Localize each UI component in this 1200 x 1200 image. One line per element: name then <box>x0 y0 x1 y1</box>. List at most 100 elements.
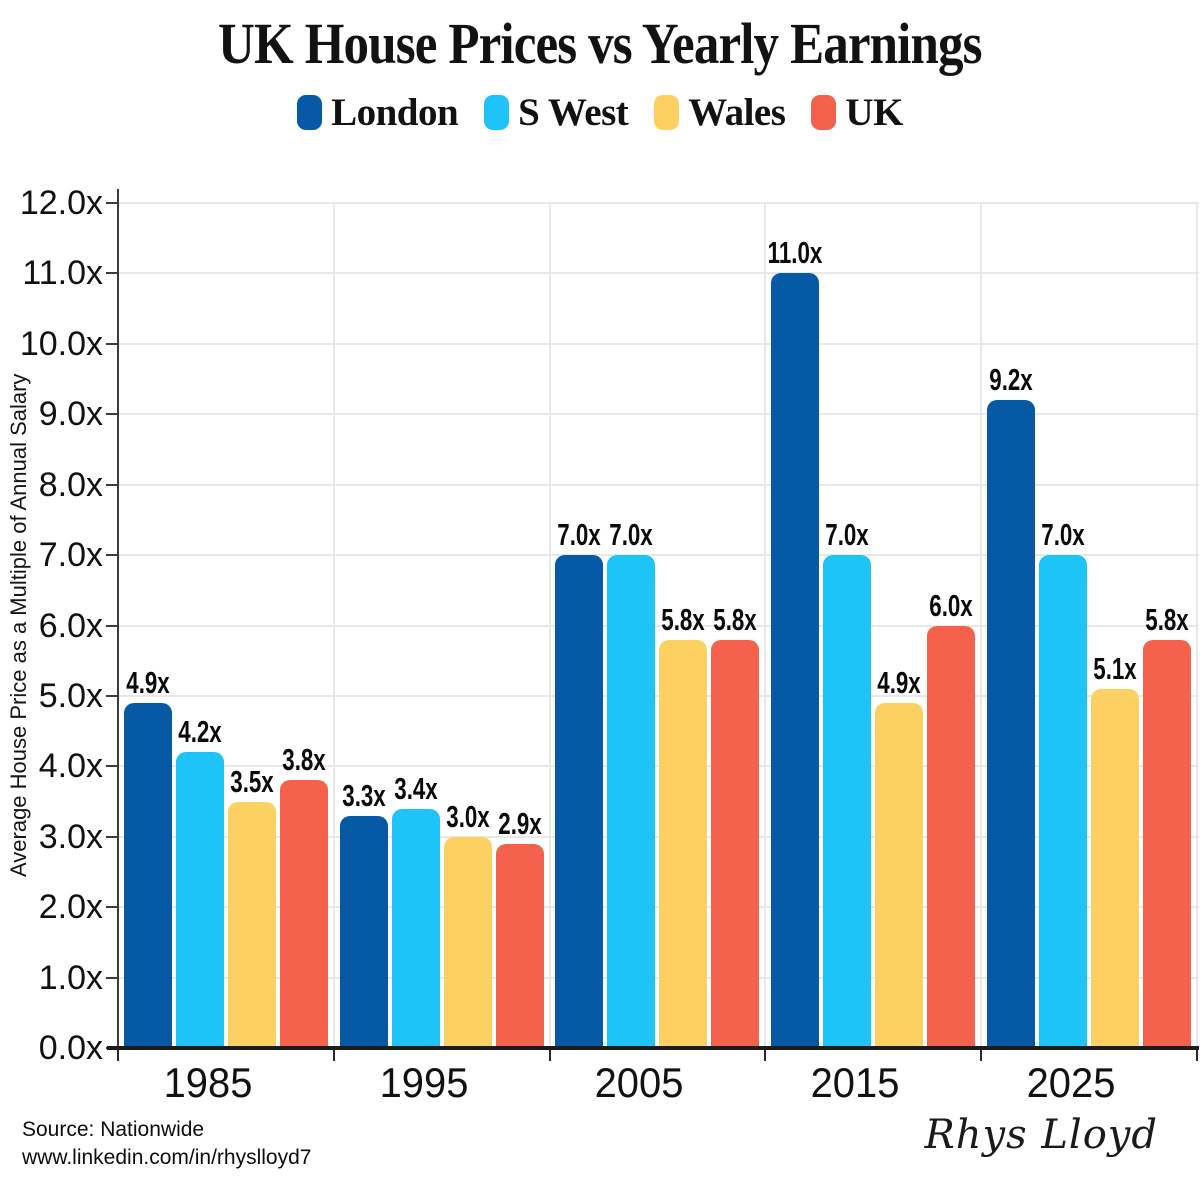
gridline-vertical <box>332 203 335 1048</box>
bar-wales: 4.9x <box>875 667 924 1048</box>
bar-wales: 5.8x <box>659 604 708 1048</box>
bar-value-label: 4.9x <box>877 664 922 700</box>
legend-item-uk: UK <box>811 90 903 135</box>
x-axis-tick <box>117 1048 119 1061</box>
gridline-horizontal <box>118 413 1199 416</box>
legend: London S West Wales UK <box>0 88 1200 136</box>
gridline-horizontal <box>118 554 1199 557</box>
source-link: www.linkedin.com/in/rhyslloyd7 <box>22 1145 312 1169</box>
legend-swatch <box>297 94 323 130</box>
y-axis-tick-label: 0.0x <box>38 1029 103 1067</box>
legend-item-s-west: S West <box>484 90 629 135</box>
bar-cluster: 11.0x 7.0x 4.9x 6.0x <box>765 203 981 1048</box>
x-axis-tick <box>1196 1048 1198 1061</box>
bar-value-label: 9.2x <box>989 362 1033 398</box>
bar-s-west: 7.0x <box>823 519 872 1048</box>
y-axis-tick-label: 6.0x <box>38 606 103 645</box>
y-axis-tick <box>106 413 118 416</box>
legend-swatch <box>484 94 510 130</box>
y-axis-tick-label: 12.0x <box>19 184 103 222</box>
bar-s-west: 7.0x <box>1039 519 1088 1048</box>
source-line: Source: Nationwide <box>22 1118 205 1141</box>
legend-label: Wales <box>688 90 786 134</box>
bar-wales: 3.0x <box>443 801 492 1048</box>
bar-value-label: 3.0x <box>445 798 490 834</box>
bar-uk: 3.8x <box>279 744 328 1048</box>
x-axis-line <box>107 1046 1199 1050</box>
bar-s-west: 7.0x <box>607 519 656 1048</box>
bar-uk: 6.0x <box>927 590 976 1048</box>
bar-wales: 3.5x <box>227 766 276 1048</box>
bar-value-label: 4.2x <box>178 714 222 750</box>
legend-label: London <box>331 90 459 134</box>
y-axis-tick-label: 8.0x <box>38 465 103 504</box>
bar-uk: 5.8x <box>1143 604 1192 1048</box>
bar-uk: 2.9x <box>495 808 544 1048</box>
bar-cluster: 9.2x 7.0x 5.1x 5.8x <box>981 203 1197 1048</box>
y-axis-tick <box>106 976 118 979</box>
bar-group: 7.0x 7.0x 5.8x 5.8x 2005 <box>550 203 766 1104</box>
author-signature: Rhys Lloyd <box>924 1112 1158 1158</box>
bar-value-label: 5.1x <box>1093 650 1137 686</box>
bar-group: 3.3x 3.4x 3.0x 2.9x 1995 <box>334 203 550 1104</box>
x-axis-category-label: 1985 <box>163 1059 253 1106</box>
y-axis-tick <box>106 765 118 768</box>
x-axis-tick <box>980 1048 983 1061</box>
bar-value-label: 3.3x <box>341 777 386 813</box>
bar-value-label: 3.5x <box>230 763 274 799</box>
legend-item-wales: Wales <box>654 90 786 135</box>
bar-london: 9.2x <box>987 364 1036 1048</box>
gridline-vertical <box>548 203 551 1048</box>
bar-group: 11.0x 7.0x 4.9x 6.0x 2015 <box>765 203 981 1104</box>
bar-london: 3.3x <box>339 780 388 1048</box>
x-axis-category-label: 2015 <box>810 1059 900 1106</box>
x-axis-category-label: 2005 <box>595 1059 684 1106</box>
bar-cluster: 3.3x 3.4x 3.0x 2.9x <box>334 203 550 1048</box>
gridline-horizontal <box>118 202 1199 204</box>
y-axis-spine <box>117 189 119 1058</box>
gridline-vertical <box>980 203 983 1048</box>
y-axis-tick <box>106 272 118 275</box>
y-axis-tick <box>106 202 118 204</box>
bar-value-label: 5.8x <box>1145 601 1189 637</box>
bar-value-label: 11.0x <box>767 235 823 271</box>
legend-swatch <box>811 94 837 130</box>
gridline-horizontal <box>118 694 1199 697</box>
y-axis-tick-label: 5.0x <box>38 676 103 715</box>
chart-title-row: UK House Prices vs Yearly Earnings <box>0 10 1200 77</box>
bar-value-label: 7.0x <box>557 517 602 553</box>
y-axis-tick <box>106 342 118 345</box>
y-axis-tick-label: 10.0x <box>19 324 103 363</box>
bar-s-west: 4.2x <box>175 716 224 1048</box>
gridline-horizontal <box>118 624 1199 627</box>
bar-value-label: 3.4x <box>393 770 438 806</box>
bar-group: 9.2x 7.0x 5.1x 5.8x 2025 <box>981 203 1197 1104</box>
gridline-horizontal <box>118 342 1199 345</box>
bar-cluster: 7.0x 7.0x 5.8x 5.8x <box>550 203 766 1048</box>
gridline-horizontal <box>118 765 1199 768</box>
x-axis-tick <box>332 1048 335 1061</box>
y-axis-tick-label: 2.0x <box>38 888 103 927</box>
x-axis-category-label: 2025 <box>1026 1059 1116 1106</box>
legend-label: S West <box>518 90 629 134</box>
bar-value-label: 4.9x <box>126 664 170 700</box>
y-axis-tick <box>106 483 118 486</box>
gridline-horizontal <box>118 272 1199 275</box>
bar-value-label: 7.0x <box>1041 517 1085 553</box>
bar-s-west: 3.4x <box>391 773 440 1048</box>
gridline-horizontal <box>118 483 1199 486</box>
bar-value-label: 2.9x <box>497 805 542 841</box>
y-axis-tick-label: 4.0x <box>38 747 103 786</box>
y-axis-tick-label: 3.0x <box>38 817 103 856</box>
bar-cluster: 4.9x 4.2x 3.5x 3.8x <box>118 203 334 1048</box>
y-axis-tick-label: 1.0x <box>38 958 103 997</box>
y-axis-tick <box>106 624 118 627</box>
bar-value-label: 5.8x <box>661 601 706 637</box>
x-axis-tick <box>548 1048 551 1061</box>
bar-group: 4.9x 4.2x 3.5x 3.8x 1985 <box>118 203 334 1104</box>
y-axis-tick <box>106 835 118 838</box>
legend-label: UK <box>845 90 903 134</box>
gridline-horizontal <box>118 906 1199 909</box>
y-axis-tick <box>106 694 118 697</box>
